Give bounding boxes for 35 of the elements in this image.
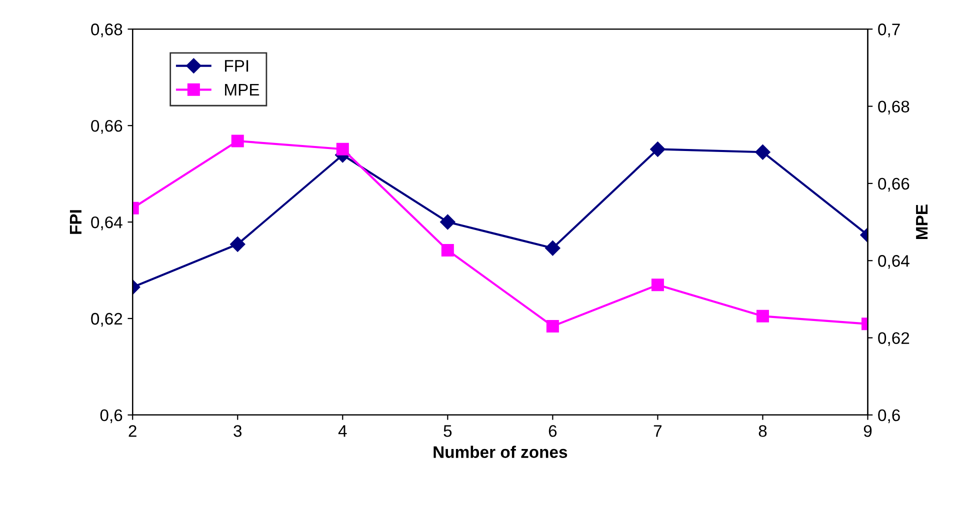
y2-tick-label: 0,64 <box>878 255 910 269</box>
legend-label: FPI <box>225 60 248 72</box>
x-tick-label: 6 <box>548 425 557 437</box>
x-tick-label: 3 <box>234 425 242 437</box>
y-tick-label: 0,68 <box>91 24 122 38</box>
x-tick-label: 5 <box>444 425 452 437</box>
y-tick-label: 0,64 <box>91 216 122 230</box>
x-tick-label: 4 <box>338 425 347 437</box>
y2-axis-title: MPE <box>916 204 928 239</box>
y-tick-label: 0,66 <box>91 120 122 134</box>
x-tick-label: 7 <box>654 425 662 437</box>
y-tick-label: 0,62 <box>91 312 122 327</box>
x-tick-label: 2 <box>128 425 136 437</box>
y2-tick-label: 0,62 <box>878 332 910 346</box>
y2-tick-label: 0,7 <box>878 24 900 38</box>
point <box>231 134 244 148</box>
y-tick-label: 0,6 <box>100 409 122 424</box>
point <box>336 142 349 156</box>
point <box>755 144 770 160</box>
x-tick-label: 9 <box>864 425 872 437</box>
x-axis-title: Number of zones <box>434 446 568 458</box>
point <box>545 240 560 256</box>
x-tick-label: 8 <box>758 425 767 437</box>
point <box>546 320 559 332</box>
point <box>441 244 454 256</box>
legend-label: MPE <box>225 84 260 96</box>
point <box>756 310 769 322</box>
y2-tick-label: 0,6 <box>878 409 900 424</box>
y2-tick-label: 0,66 <box>878 178 910 192</box>
y-axis-title: FPI <box>70 210 82 234</box>
point <box>651 278 664 292</box>
point <box>440 214 456 230</box>
point <box>230 236 246 252</box>
y2-tick-label: 0,68 <box>878 100 910 114</box>
point <box>650 142 666 157</box>
